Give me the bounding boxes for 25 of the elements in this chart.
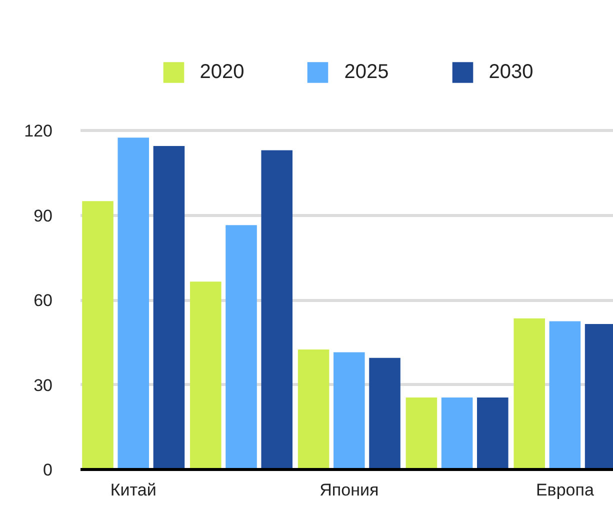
bar: [406, 397, 438, 470]
bar: [298, 349, 330, 470]
bar: [549, 321, 581, 470]
bar: [441, 397, 473, 470]
bar: [334, 352, 365, 470]
bar: [514, 318, 545, 470]
x-tick-label: Европа: [536, 480, 594, 500]
y-tick-label: 120: [24, 122, 53, 140]
bar: [82, 201, 114, 470]
x-tick-label: Япония: [320, 480, 379, 500]
legend-label: 2020: [200, 60, 244, 84]
legend-label: 2025: [344, 60, 389, 84]
y-tick-label: 90: [34, 206, 53, 226]
bar: [190, 282, 222, 470]
bar: [477, 397, 508, 470]
x-tick-label: Китай: [110, 480, 156, 500]
bar: [261, 150, 293, 470]
bar: [118, 138, 150, 470]
y-tick-label: 30: [34, 376, 53, 395]
legend-label: 2030: [488, 60, 534, 84]
bar: [369, 358, 400, 470]
bar: [226, 225, 257, 470]
y-tick-label: 0: [43, 460, 53, 480]
bar: [153, 146, 185, 470]
y-tick-label: 60: [34, 291, 53, 310]
